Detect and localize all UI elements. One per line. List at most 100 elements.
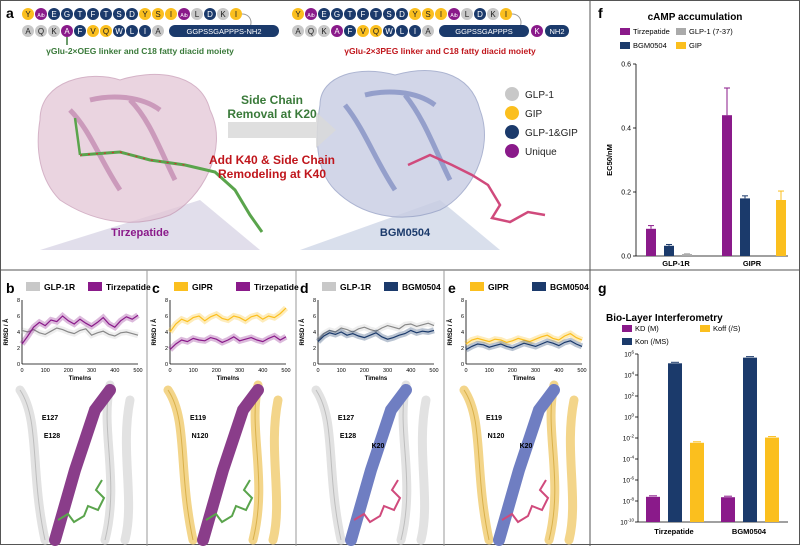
residue-circle — [204, 8, 216, 20]
residue-circle — [48, 8, 60, 20]
binding-site-structure-d — [311, 380, 431, 546]
residue-circle — [22, 8, 34, 20]
rmsd-x-tick: 400 — [258, 368, 267, 374]
residue-circle — [435, 8, 447, 20]
rmsd-x-tick: 100 — [189, 368, 198, 374]
legend-label-gip: GIP — [525, 109, 543, 120]
residue-letter: Q — [38, 27, 44, 36]
residue-circle — [396, 8, 408, 20]
bgm-linker-caption: γGlu-2×3PEG linker and C18 fatty diacid … — [344, 46, 536, 56]
rmsd-panel-c: GIPR Tirzepatide 0 2 4 6 8 0 100 200 300 400 500 Time… — [151, 282, 299, 546]
panel-label-c: c — [152, 280, 160, 296]
residue-circle — [35, 8, 47, 20]
rmsd-line — [169, 307, 287, 333]
residue-circle — [422, 25, 434, 37]
nh2-box — [545, 25, 569, 37]
residue-circle — [113, 25, 125, 37]
tirzepatide-structure — [37, 73, 264, 250]
rmsd-legend-label-b: Tirzepatide — [254, 282, 299, 292]
tirz-linker-caption: γGlu-2×OEG linker and C18 fatty diacid m… — [46, 46, 234, 56]
residue-letter: I — [414, 27, 416, 36]
rmsd-legend-swatch-a — [174, 282, 188, 291]
residue-circle — [344, 25, 356, 37]
residue-circle — [370, 8, 382, 20]
residue-letter: G — [334, 10, 340, 19]
bar — [646, 228, 656, 256]
rmsd-panel-b: GLP-1R Tirzepatide 0 2 4 6 8 0 100 200 300 400 500 Ti… — [3, 282, 151, 546]
bgm0504-name: BGM0504 — [380, 227, 431, 239]
rmsd-legend-label-a: GLP-1R — [44, 282, 75, 292]
residue-circle — [113, 8, 125, 20]
residue-letter: G — [64, 10, 70, 19]
residue-letter: W — [385, 27, 393, 36]
y-tick-label: 10-6 — [623, 476, 635, 485]
residue-circle — [152, 25, 164, 37]
residue-letter: L — [400, 27, 405, 36]
residue-label-N120: N120 — [488, 433, 505, 440]
rmsd-x-label: Time/ns — [217, 376, 240, 382]
residue-circle — [152, 8, 164, 20]
bar — [740, 198, 750, 256]
rmsd-x-tick: 0 — [464, 368, 467, 374]
rmsd-x-tick: 400 — [554, 368, 563, 374]
residue-circle — [61, 8, 73, 20]
residue-letter: A — [425, 27, 431, 36]
rmsd-legend-swatch-b — [236, 282, 250, 291]
sequence-tail-box — [439, 25, 529, 37]
residue-circle — [383, 8, 395, 20]
transformation-arrow — [228, 112, 336, 148]
residue-letter: F — [361, 10, 366, 19]
bar — [690, 442, 704, 522]
residue-circle — [74, 8, 86, 20]
bar — [682, 254, 692, 256]
rmsd-panel-d: GLP-1R BGM0504 0 2 4 6 8 0 100 200 300 400 500 Time/n… — [299, 282, 441, 546]
rmsd-y-tick: 2 — [165, 346, 168, 352]
residue-letter: I — [505, 10, 507, 19]
residue-letter: Q — [308, 27, 314, 36]
residue-circle — [305, 8, 317, 20]
y-tick-label: 104 — [624, 371, 634, 380]
legend-swatch-gip — [505, 106, 519, 120]
residue-circle — [331, 25, 343, 37]
rmsd-y-label: RMSD / Å — [299, 318, 306, 346]
arrow-text-2: Removal at K20 — [227, 107, 317, 121]
residue-letter: Aib — [307, 13, 314, 19]
legend-label: Koff (/S) — [713, 324, 741, 333]
residue-circle — [126, 8, 138, 20]
rmsd-x-tick: 300 — [87, 368, 96, 374]
rmsd-y-tick: 6 — [17, 314, 20, 320]
residue-circle — [139, 25, 151, 37]
residue-circle — [100, 25, 112, 37]
residue-circle — [165, 8, 177, 20]
residue-label-E128: E128 — [44, 433, 60, 440]
residue-letter: A — [334, 27, 340, 36]
residue-letter: K — [220, 10, 226, 19]
panel-label-e: e — [448, 280, 456, 296]
legend-label: GLP-1 (7-37) — [689, 27, 733, 36]
residue-letter: Aib — [450, 13, 457, 19]
residue-letter: K — [321, 27, 327, 36]
y-tick-label: 106 — [624, 350, 634, 359]
residue-letter: L — [195, 10, 200, 19]
rmsd-legend-swatch-a — [470, 282, 484, 291]
residue-letter: S — [155, 10, 160, 19]
legend-swatch-unique — [505, 144, 519, 158]
residue-letter: A — [155, 27, 161, 36]
residue-letter: L — [465, 10, 470, 19]
chart-title: cAMP accumulation — [648, 12, 743, 23]
legend-label: Kon (/MS) — [635, 337, 669, 346]
y-tick-label: 10-2 — [623, 434, 635, 443]
legend-swatch-glp1 — [505, 87, 519, 101]
residue-letter: L — [130, 27, 135, 36]
rmsd-y-tick: 4 — [165, 330, 168, 336]
residue-letter: T — [348, 10, 353, 19]
residue-letter: E — [51, 10, 56, 19]
residue-circle — [370, 25, 382, 37]
category-label: BGM0504 — [732, 527, 767, 536]
rmsd-line — [317, 322, 435, 341]
residue-letter: I — [235, 10, 237, 19]
rmsd-x-tick: 0 — [168, 368, 171, 374]
panel-label-b: b — [6, 280, 15, 296]
rmsd-x-tick: 400 — [110, 368, 119, 374]
residue-circle — [409, 25, 421, 37]
